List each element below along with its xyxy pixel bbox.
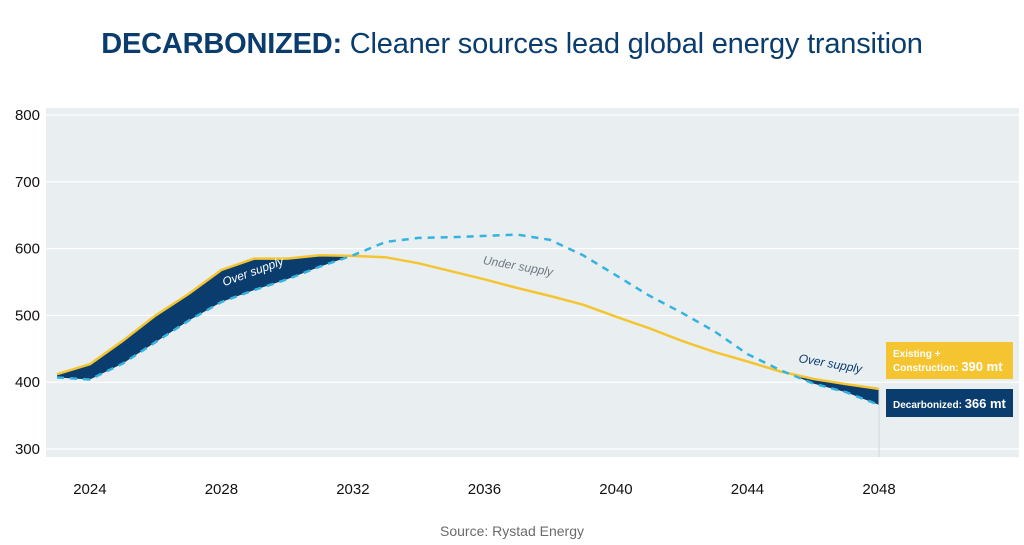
series-line-decarbonized bbox=[56, 233, 880, 407]
y-tick-label: 300 bbox=[15, 441, 40, 458]
plot-background bbox=[46, 108, 1019, 457]
y-tick-label: 800 bbox=[15, 107, 40, 124]
x-tick-label: 2024 bbox=[73, 481, 106, 498]
x-tick-label: 2048 bbox=[862, 481, 895, 498]
y-tick-label: 500 bbox=[15, 307, 40, 324]
oversupply-area bbox=[787, 373, 879, 405]
x-tick-label: 2044 bbox=[731, 481, 764, 498]
series-line-existing bbox=[56, 254, 880, 391]
x-tick-label: 2032 bbox=[336, 481, 369, 498]
chart-title-prefix: DECARBONIZED: bbox=[101, 28, 342, 60]
y-tick-label: 700 bbox=[15, 174, 40, 191]
end-label-existing-line2: Construction: 390 mt bbox=[893, 359, 1003, 374]
source-note: Source: Rystad Energy bbox=[440, 523, 584, 539]
oversupply-area bbox=[57, 255, 352, 380]
y-tick-label: 600 bbox=[15, 241, 40, 258]
x-tick-label: 2028 bbox=[205, 481, 238, 498]
chart-title: DECARBONIZED: Cleaner sources lead globa… bbox=[0, 28, 1024, 61]
x-tick-label: 2036 bbox=[468, 481, 501, 498]
x-tick-label: 2040 bbox=[599, 481, 632, 498]
end-label-existing-box bbox=[886, 342, 1013, 379]
chart-title-rest: Cleaner sources lead global energy trans… bbox=[349, 28, 923, 60]
y-tick-label: 400 bbox=[15, 374, 40, 391]
end-label-decarbonized-box bbox=[886, 389, 1013, 417]
end-label-decarbonized-text: Decarbonized: 366 mt bbox=[893, 396, 1007, 411]
end-label-existing-line1: Existing + bbox=[893, 349, 941, 360]
